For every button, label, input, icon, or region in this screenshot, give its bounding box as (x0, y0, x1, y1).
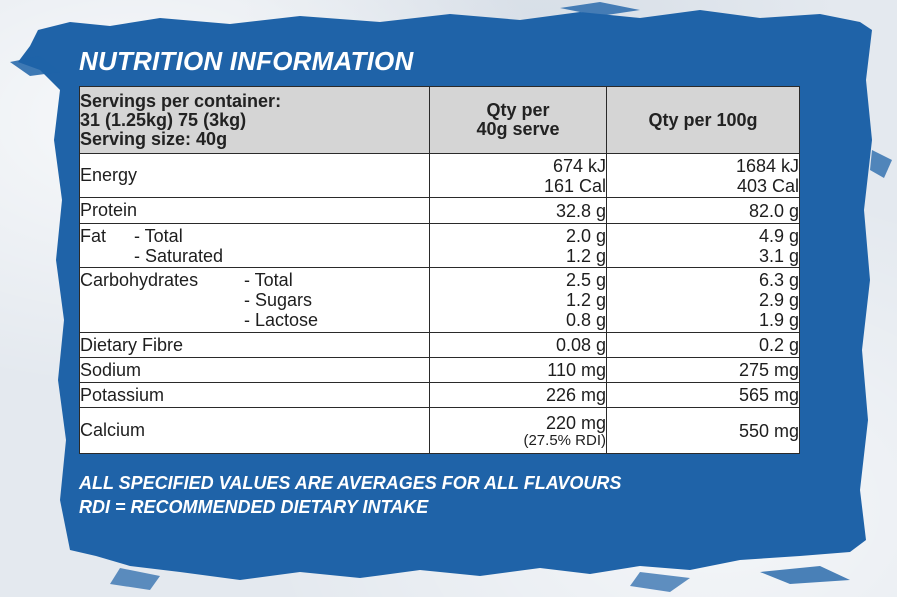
fat-total-100g: 4.9 g (758, 225, 799, 246)
carbs-sugars-100g: 2.9 g (758, 290, 799, 310)
servings-per-container-label: Servings per container: (80, 90, 282, 111)
fat-per-100g: 4.9 g 3.1 g (606, 223, 800, 268)
qty-per-100g-header: Qty per 100g (606, 86, 800, 154)
qty-per-serve-header: Qty per 40g serve (429, 86, 607, 154)
calcium-rdi: (27.5% RDI) (523, 431, 606, 449)
table-row-fat: Fat - Total - Saturated 2.0 g 1.2 g 4.9 … (79, 223, 800, 268)
carbs-lactose-label: - Lactose (244, 310, 319, 330)
table-row-carbohydrates: Carbohydrates - Total - Sugars - Lactose… (79, 267, 800, 333)
sodium-label: Sodium (79, 357, 430, 383)
table-row-sodium: Sodium 110 mg 275 mg (79, 357, 800, 383)
energy-serve-cal: 161 Cal (543, 175, 606, 196)
protein-per-100g: 82.0 g (606, 197, 800, 224)
qty-per-serve-header-line2: 40g serve (476, 119, 560, 139)
dietary-fibre-per-100g: 0.2 g (606, 332, 800, 358)
fat-total-label: - Total (134, 225, 183, 246)
servings-count: 31 (1.25kg) 75 (3kg) (80, 109, 247, 130)
qty-per-serve-header-line1: Qty per (486, 100, 550, 120)
table-row-energy: Energy 674 kJ 161 Cal 1684 kJ 403 Cal (79, 153, 800, 198)
averages-footnote: ALL SPECIFIED VALUES ARE AVERAGES FOR AL… (79, 473, 622, 493)
carbohydrates-cell: Carbohydrates - Total - Sugars - Lactose (79, 267, 430, 333)
calcium-label: Calcium (79, 407, 430, 454)
energy-100g-kj: 1684 kJ (735, 155, 799, 176)
carbs-lactose-serve: 0.8 g (565, 310, 606, 330)
energy-100g-cal: 403 Cal (736, 175, 799, 196)
energy-per-100g: 1684 kJ 403 Cal (606, 153, 800, 198)
carbohydrates-label: Carbohydrates (80, 270, 199, 290)
carbs-total-100g: 6.3 g (758, 270, 799, 290)
calcium-per-100g: 550 mg (606, 407, 800, 454)
energy-label: Energy (79, 153, 430, 198)
protein-label: Protein (79, 197, 430, 224)
potassium-per-100g: 565 mg (606, 382, 800, 408)
carbohydrates-per-serve: 2.5 g 1.2 g 0.8 g (429, 267, 607, 333)
carbs-total-serve: 2.5 g (565, 270, 606, 290)
potassium-per-serve: 226 mg (429, 382, 607, 408)
fat-cell: Fat - Total - Saturated (79, 223, 430, 268)
dietary-fibre-per-serve: 0.08 g (429, 332, 607, 358)
page-title: NUTRITION INFORMATION (79, 46, 414, 76)
table-row-potassium: Potassium 226 mg 565 mg (79, 382, 800, 408)
table-row-dietary-fibre: Dietary Fibre 0.08 g 0.2 g (79, 332, 800, 358)
nutrition-table: Servings per container: 31 (1.25kg) 75 (… (79, 86, 800, 454)
protein-per-serve: 32.8 g (429, 197, 607, 224)
carbs-lactose-100g: 1.9 g (758, 310, 799, 330)
fat-saturated-serve: 1.2 g (565, 245, 606, 266)
fat-saturated-100g: 3.1 g (758, 245, 799, 266)
fat-per-serve: 2.0 g 1.2 g (429, 223, 607, 268)
rdi-footnote: RDI = RECOMMENDED DIETARY INTAKE (79, 497, 429, 517)
table-row-protein: Protein 32.8 g 82.0 g (79, 197, 800, 224)
table-row-calcium: Calcium 220 mg (27.5% RDI) 550 mg (79, 407, 800, 454)
fat-saturated-label: - Saturated (134, 245, 224, 266)
energy-per-serve: 674 kJ 161 Cal (429, 153, 607, 198)
carbs-total-label: - Total (244, 270, 293, 290)
carbs-sugars-label: - Sugars (244, 290, 313, 310)
fat-total-serve: 2.0 g (565, 225, 606, 246)
potassium-label: Potassium (79, 382, 430, 408)
table-header-row: Servings per container: 31 (1.25kg) 75 (… (79, 86, 800, 154)
carbs-sugars-serve: 1.2 g (565, 290, 606, 310)
sodium-per-serve: 110 mg (429, 357, 607, 383)
calcium-serve-value: 220 mg (545, 412, 606, 433)
sodium-per-100g: 275 mg (606, 357, 800, 383)
servings-header: Servings per container: 31 (1.25kg) 75 (… (79, 86, 430, 154)
fat-label: Fat (80, 225, 107, 246)
serving-size: Serving size: 40g (80, 128, 228, 149)
calcium-per-serve: 220 mg (27.5% RDI) (429, 407, 607, 454)
energy-serve-kj: 674 kJ (552, 155, 606, 176)
carbohydrates-per-100g: 6.3 g 2.9 g 1.9 g (606, 267, 800, 333)
dietary-fibre-label: Dietary Fibre (79, 332, 430, 358)
